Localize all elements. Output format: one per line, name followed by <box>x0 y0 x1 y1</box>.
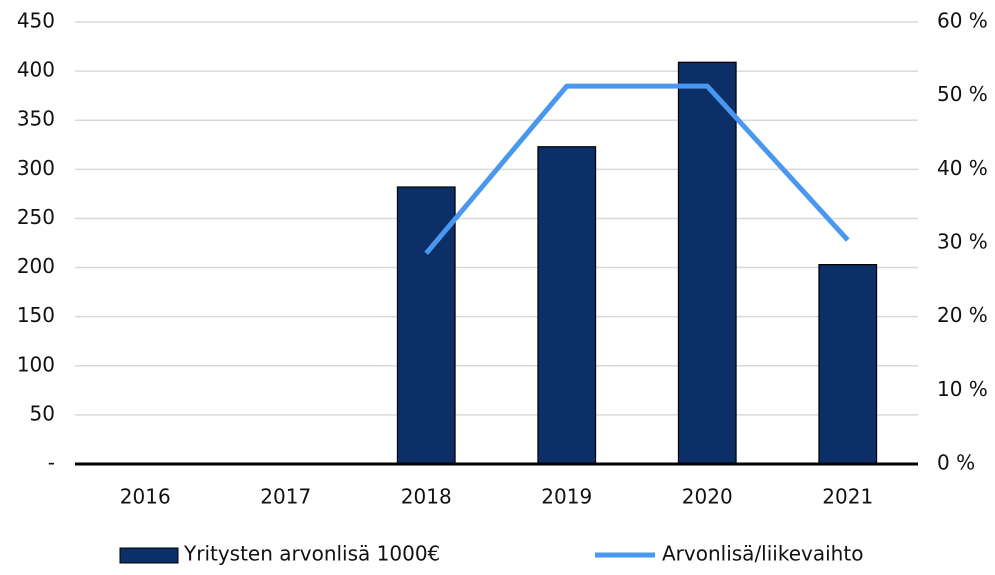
y-tick-label: 100 <box>17 352 55 376</box>
y-tick-label: 150 <box>17 303 55 327</box>
y-tick-label: 250 <box>17 205 55 229</box>
x-tick-label: 2020 <box>682 485 733 509</box>
y2-tick-label: 60 % <box>937 9 988 33</box>
y-tick-label: 450 <box>17 9 55 33</box>
bar <box>677 61 737 465</box>
bar <box>537 146 597 465</box>
y-tick-label: - <box>48 451 55 475</box>
legend-label: Yritysten arvonlisä 1000€ <box>183 542 440 566</box>
y-tick-label: 350 <box>17 107 55 131</box>
y2-tick-label: 0 % <box>937 451 975 475</box>
legend-label: Arvonlisä/liikevaihto <box>662 542 863 566</box>
x-tick-label: 2019 <box>541 485 592 509</box>
legend-swatch <box>119 547 179 564</box>
x-tick-label: 2021 <box>822 485 873 509</box>
y2-tick-label: 30 % <box>937 230 988 254</box>
x-tick-label: 2016 <box>120 485 171 509</box>
y-tick-label: 200 <box>17 254 55 278</box>
y2-tick-label: 40 % <box>937 156 988 180</box>
y-tick-label: 300 <box>17 156 55 180</box>
x-tick-label: 2018 <box>401 485 452 509</box>
bar <box>818 264 878 465</box>
y2-tick-label: 50 % <box>937 82 988 106</box>
y-tick-label: 400 <box>17 58 55 82</box>
y2-tick-label: 20 % <box>937 303 988 327</box>
y-tick-label: 50 <box>30 401 55 425</box>
x-tick-label: 2017 <box>260 485 311 509</box>
line <box>424 83 850 255</box>
y2-tick-label: 10 % <box>937 377 988 401</box>
